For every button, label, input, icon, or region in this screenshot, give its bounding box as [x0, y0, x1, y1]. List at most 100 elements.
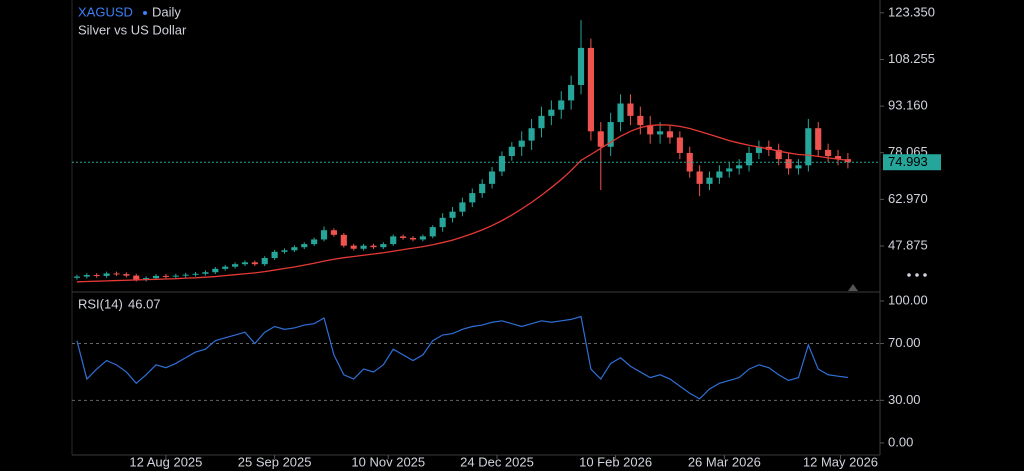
candle-body: [568, 84, 575, 101]
candle-body: [587, 47, 594, 132]
rsi-value: 46.07: [128, 296, 161, 311]
candle-body: [429, 227, 436, 237]
candle-body: [469, 193, 476, 203]
dot: [907, 273, 911, 277]
rsi-pane: [72, 315, 880, 401]
x-tick-label: 12 Aug 2025: [129, 454, 202, 469]
candle-body: [143, 278, 150, 280]
dot: [923, 273, 927, 277]
candle-body: [597, 131, 604, 147]
y-tick-label: 123.350: [888, 4, 935, 19]
moving-average: [76, 124, 848, 283]
more-button[interactable]: [907, 273, 927, 277]
candle-body: [439, 217, 446, 228]
candle-body: [311, 239, 318, 245]
candle-body: [162, 275, 169, 277]
dot: [915, 273, 919, 277]
candle-body: [577, 47, 585, 85]
candle-body: [706, 177, 713, 184]
candle-body: [508, 146, 515, 157]
candle-body: [83, 275, 90, 277]
candle-body: [271, 251, 278, 259]
price-pane: [72, 20, 880, 283]
candle-body: [380, 244, 387, 248]
subtitle: Silver vs US Dollar: [78, 22, 187, 37]
y-tick-label: 108.255: [888, 51, 935, 66]
candle-body: [498, 156, 506, 172]
candle-body: [261, 258, 268, 265]
candle-body: [518, 140, 525, 147]
candle-body: [558, 100, 565, 110]
rsi-y-tick-label: 0.00: [888, 434, 913, 449]
candle-body: [330, 230, 337, 235]
candle-body: [93, 275, 100, 277]
x-tick-label: 25 Sep 2025: [238, 454, 312, 469]
candle-body: [666, 131, 674, 138]
candle-body: [459, 202, 466, 212]
candle-body: [281, 250, 288, 252]
candle-body: [370, 245, 377, 248]
candle-body: [834, 156, 842, 160]
candle-body: [825, 149, 832, 157]
candle-body: [390, 236, 397, 245]
candle-body: [73, 276, 81, 278]
candle-body: [182, 274, 189, 276]
candle-body: [528, 128, 535, 141]
rsi-y-tick-label: 30.00: [888, 392, 921, 407]
rsi-line: [76, 315, 848, 400]
candle-body: [815, 128, 822, 150]
candle-body: [360, 245, 367, 249]
last-price-badge: [883, 154, 941, 171]
candle-body: [716, 171, 723, 178]
candle-body: [113, 273, 120, 275]
candle-body: [251, 262, 258, 265]
candle-body: [696, 171, 703, 184]
candle-body: [133, 275, 140, 280]
candle-body: [726, 168, 733, 172]
candle-body: [350, 245, 357, 249]
x-tick-label: 24 Dec 2025: [460, 454, 534, 469]
candle-body: [172, 275, 179, 277]
candle-body: [844, 159, 851, 163]
rsi-y-tick-label: 70.00: [888, 335, 921, 350]
candle-body: [192, 273, 199, 275]
y-tick-label: 93.160: [888, 98, 928, 113]
candle-body: [152, 275, 160, 279]
candle-body: [488, 171, 496, 184]
candle-body: [123, 274, 130, 276]
frame: [71, 0, 881, 456]
symbol[interactable]: XAGUSD: [78, 4, 133, 19]
last-price-label: 74.993: [888, 154, 928, 169]
candle-body: [212, 268, 219, 273]
candle-body: [676, 137, 683, 153]
collapse-arrow[interactable]: [848, 284, 858, 291]
candle-body: [538, 115, 545, 129]
candle-body: [775, 149, 782, 160]
candle-body: [202, 272, 209, 274]
candle-body: [479, 183, 486, 194]
interval[interactable]: Daily: [152, 4, 181, 19]
x-tick-label: 10 Feb 2026: [579, 454, 652, 469]
candle-body: [647, 125, 654, 135]
candle-body: [657, 131, 664, 135]
y-tick-label: 47.875: [888, 237, 928, 252]
candle-body: [320, 230, 328, 240]
x-tick-label: 26 Mar 2026: [688, 454, 761, 469]
candle-body: [637, 115, 644, 126]
candle-body: [241, 262, 249, 265]
candle-body: [449, 211, 456, 218]
x-tick-label: 10 Nov 2025: [351, 454, 425, 469]
candle-body: [222, 266, 229, 269]
candle-body: [627, 103, 634, 116]
labels: 123.350108.25593.16078.06562.97047.87512…: [78, 4, 941, 469]
candle-body: [617, 103, 624, 123]
rsi-y-tick-label: 100.00: [888, 292, 928, 307]
separator-dot: [143, 11, 147, 15]
candle-body: [409, 237, 417, 240]
candle-body: [607, 122, 614, 147]
candle-body: [785, 159, 792, 169]
candle-body: [805, 128, 812, 166]
candle-body: [736, 165, 743, 169]
